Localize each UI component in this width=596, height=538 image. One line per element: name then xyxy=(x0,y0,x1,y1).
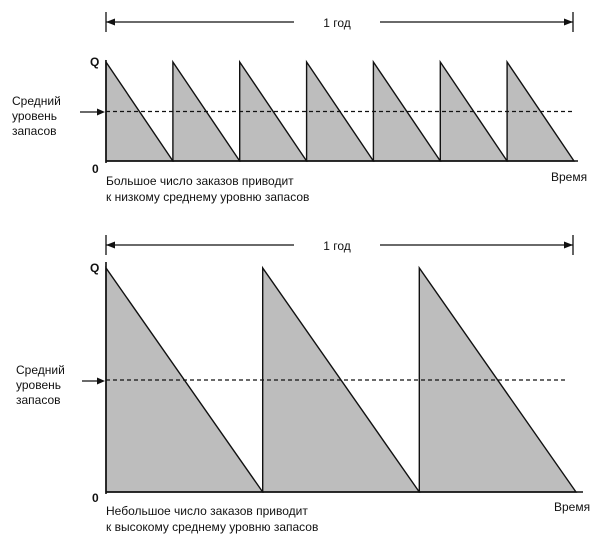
average-label-line-3: запасов xyxy=(16,393,61,407)
span-right-arrowhead xyxy=(564,241,573,249)
y-zero-label: 0 xyxy=(92,162,99,176)
span-label: 1 год xyxy=(323,239,351,253)
average-label-line-1: Средний xyxy=(16,363,65,377)
x-axis-label: Время xyxy=(554,500,590,514)
caption-line-2: к высокому среднему уровню запасов xyxy=(106,520,318,534)
caption-line-1: Большое число заказов приводит xyxy=(106,174,294,188)
average-label-line-1: Средний xyxy=(12,94,61,108)
one-year-span: 1 год xyxy=(105,12,574,32)
average-pointer-arrowhead xyxy=(97,108,105,116)
span-left-arrowhead xyxy=(106,18,115,26)
span-label: 1 год xyxy=(323,16,351,30)
average-label-line-3: запасов xyxy=(12,124,57,138)
average-pointer-arrowhead xyxy=(97,377,105,385)
average-label-line-2: уровень xyxy=(16,378,61,392)
caption-line-1: Небольшое число заказов приводит xyxy=(106,504,308,518)
average-level-label: Средний уровень запасов xyxy=(16,363,105,407)
caption-line-2: к низкому среднему уровню запасов xyxy=(106,190,309,204)
chart-high-order-frequency: 1 год Q 0 Средний уровень запасов Время … xyxy=(12,12,587,204)
x-axis-label: Время xyxy=(551,170,587,184)
average-level-label: Средний уровень запасов xyxy=(12,94,105,138)
one-year-span: 1 год xyxy=(105,235,574,255)
y-top-label: Q xyxy=(90,261,99,275)
chart-low-order-frequency: 1 год Q 0 Средний уровень запасов Время … xyxy=(16,235,590,534)
y-top-label: Q xyxy=(90,55,99,69)
span-left-arrowhead xyxy=(106,241,115,249)
y-zero-label: 0 xyxy=(92,491,99,505)
span-right-arrowhead xyxy=(564,18,573,26)
average-label-line-2: уровень xyxy=(12,109,57,123)
